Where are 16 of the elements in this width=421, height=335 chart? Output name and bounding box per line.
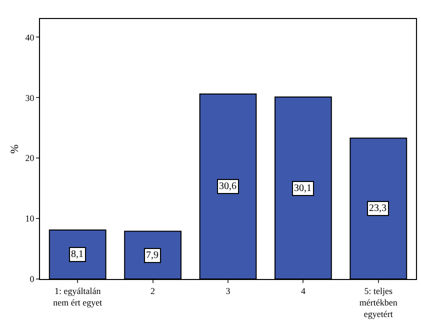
x-tick-label: 3 [226, 286, 231, 296]
y-axis-title: % [8, 144, 21, 154]
data-label: 30,6 [219, 181, 236, 192]
data-label: 23,3 [369, 203, 386, 214]
y-tick-label: 10 [25, 214, 35, 224]
data-label: 8,1 [71, 249, 84, 260]
y-tick-label: 30 [25, 92, 35, 103]
y-tick-label: 0 [30, 274, 35, 284]
x-tick-label: 1: egyáltalán nem ért egyet [53, 286, 103, 308]
y-tick-label: 20 [25, 153, 35, 164]
x-tick-label: 5: teljes mértékben egyetért [359, 286, 398, 320]
data-label: 30,1 [294, 183, 312, 194]
x-tick-label: 4 [300, 286, 306, 296]
x-tick-label: 2 [150, 286, 156, 296]
y-tick-label: 40 [25, 32, 35, 42]
data-label: 7,9 [146, 250, 158, 261]
